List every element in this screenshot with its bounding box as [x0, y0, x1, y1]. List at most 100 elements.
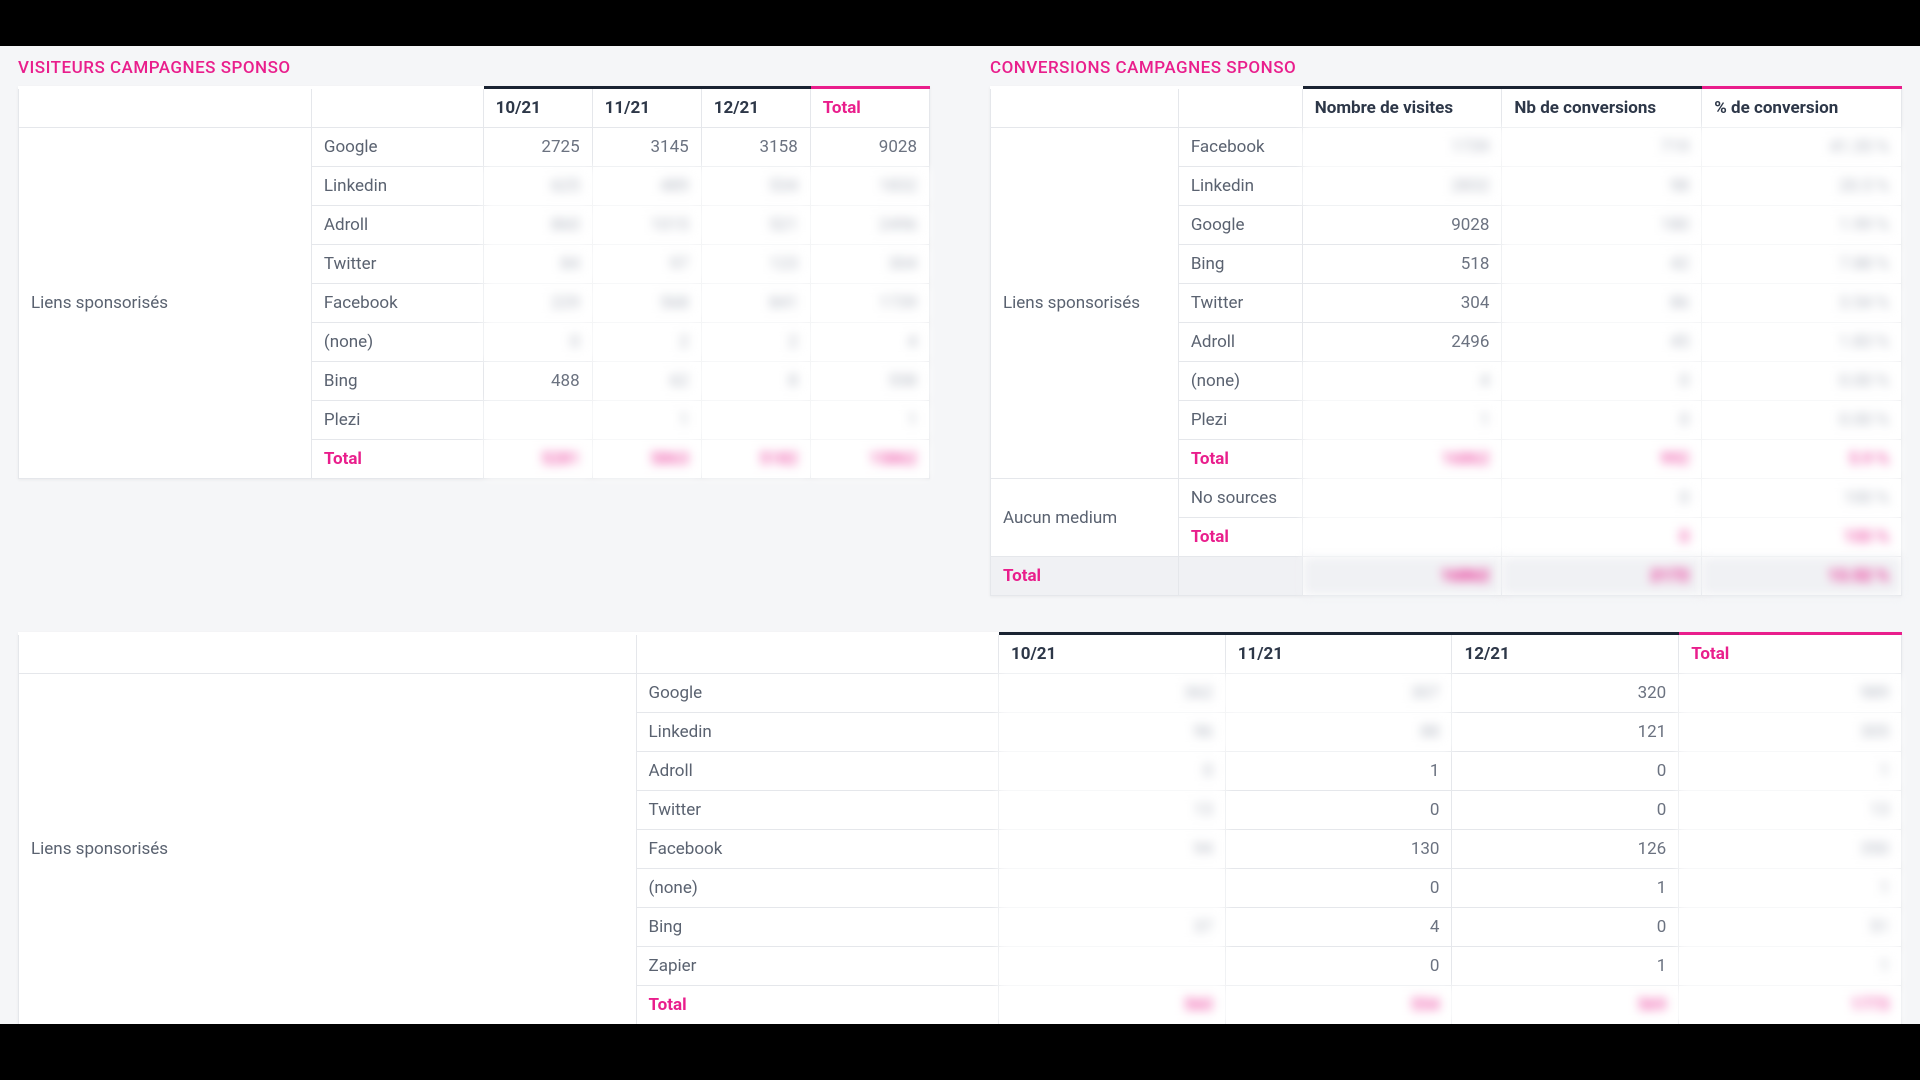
total-value: 992 [1502, 440, 1702, 479]
value-cell: 123 [701, 245, 810, 284]
col-dec: 12/21 [1452, 634, 1679, 674]
total-value: 5281 [483, 440, 592, 479]
value-cell: 8 [701, 362, 810, 401]
value-cell: 9028 [810, 128, 929, 167]
col-blank2 [636, 634, 998, 674]
value-cell: 320 [1452, 674, 1679, 713]
grand-total-value: 13.52 % [1702, 557, 1902, 596]
value-cell: 568 [592, 284, 701, 323]
value-cell: 625 [483, 167, 592, 206]
value-cell: 42 [1502, 245, 1702, 284]
total-value [1302, 518, 1502, 557]
source-cell: (none) [636, 869, 998, 908]
value-cell [998, 947, 1225, 986]
source-cell: Linkedin [311, 167, 483, 206]
table-row: Liens sponsorisésGoogle362307320989 [19, 674, 1902, 713]
value-cell: 0 [483, 323, 592, 362]
value-cell: 3.54 % [1702, 284, 1902, 323]
value-cell: 1739 [810, 284, 929, 323]
table-row: Aucun mediumNo sources0100 % [991, 479, 1902, 518]
value-cell: 362 [998, 674, 1225, 713]
source-cell: Bing [636, 908, 998, 947]
value-cell: 2496 [1302, 323, 1502, 362]
col-blank2 [311, 88, 483, 128]
value-cell: 518 [1302, 245, 1502, 284]
value-cell: 37 [998, 908, 1225, 947]
value-cell: 0.00 % [1702, 401, 1902, 440]
grand-total-row: Total16862217213.52 % [991, 557, 1902, 596]
value-cell: 489 [592, 167, 701, 206]
value-cell: 13 [998, 791, 1225, 830]
category-cell: Liens sponsorisés [19, 128, 312, 479]
value-cell: 534 [701, 167, 810, 206]
value-cell: 2 [592, 323, 701, 362]
source-cell: Bing [311, 362, 483, 401]
value-cell: 13 [1679, 791, 1902, 830]
value-cell: 1015 [592, 206, 701, 245]
visitors-panel-title: VISITEURS CAMPAGNES SPONSO [18, 58, 930, 78]
value-cell: 96 [998, 713, 1225, 752]
total-value: 16862 [1302, 440, 1502, 479]
source-cell: Google [311, 128, 483, 167]
value-cell [701, 401, 810, 440]
grand-total-value: 16862 [1302, 557, 1502, 596]
value-cell: 304 [810, 245, 929, 284]
source-cell: Plezi [1178, 401, 1302, 440]
col-conversions: Nb de conversions [1502, 88, 1702, 128]
value-cell: 100 % [1702, 479, 1902, 518]
value-cell: 2832 [1302, 167, 1502, 206]
black-bottom-bar [0, 1024, 1920, 1080]
col-visits: Nombre de visites [1302, 88, 1502, 128]
visitors-table: 10/21 11/21 12/21 Total Liens sponsorisé… [18, 86, 930, 479]
value-cell: 0 [1225, 791, 1452, 830]
value-cell: 3145 [592, 128, 701, 167]
source-cell: Linkedin [1178, 167, 1302, 206]
source-cell: Google [636, 674, 998, 713]
grand-total-value: 2172 [1502, 557, 1702, 596]
source-cell: Bing [1178, 245, 1302, 284]
value-cell: 558 [810, 362, 929, 401]
bottom-table: 10/21 11/21 12/21 Total Liens sponsorisé… [18, 632, 1902, 1025]
value-cell: 4 [810, 323, 929, 362]
source-cell: Plezi [311, 401, 483, 440]
value-cell: 9028 [1302, 206, 1502, 245]
source-cell: Twitter [636, 791, 998, 830]
value-cell: 1 [1679, 869, 1902, 908]
blank-cell [1178, 557, 1302, 596]
source-cell: (none) [1178, 362, 1302, 401]
col-oct: 10/21 [483, 88, 592, 128]
value-cell: 989 [1679, 674, 1902, 713]
source-cell: Adroll [311, 206, 483, 245]
value-cell: 860 [483, 206, 592, 245]
value-cell: 1832 [810, 167, 929, 206]
value-cell: 1 [1679, 947, 1902, 986]
source-cell: Facebook [636, 830, 998, 869]
col-blank2 [1178, 88, 1302, 128]
value-cell: 51 [1679, 908, 1902, 947]
value-cell: 2725 [483, 128, 592, 167]
value-cell: 0 [1502, 479, 1702, 518]
value-cell: 719 [1502, 128, 1702, 167]
black-top-bar [0, 0, 1920, 46]
value-cell: 841 [701, 284, 810, 323]
total-label: Total [636, 986, 998, 1025]
value-cell: 62 [592, 362, 701, 401]
total-value: 554 [1225, 986, 1452, 1025]
value-cell: 7.88 % [1702, 245, 1902, 284]
value-cell: 1 [1679, 752, 1902, 791]
value-cell: 86 [1502, 284, 1702, 323]
total-value: 5863 [592, 440, 701, 479]
value-cell: 1.83 % [1702, 323, 1902, 362]
total-value: 15862 [810, 440, 929, 479]
conversions-table: Nombre de visites Nb de conversions % de… [990, 86, 1902, 596]
source-cell: Adroll [1178, 323, 1302, 362]
value-cell: 94 [998, 830, 1225, 869]
value-cell: 45 [1502, 323, 1702, 362]
value-cell: 0.00 % [1702, 362, 1902, 401]
value-cell: 488 [483, 362, 592, 401]
source-cell: (none) [311, 323, 483, 362]
col-blank1 [19, 634, 637, 674]
value-cell: 41.35 % [1702, 128, 1902, 167]
value-cell [998, 869, 1225, 908]
total-value: 560 [998, 986, 1225, 1025]
